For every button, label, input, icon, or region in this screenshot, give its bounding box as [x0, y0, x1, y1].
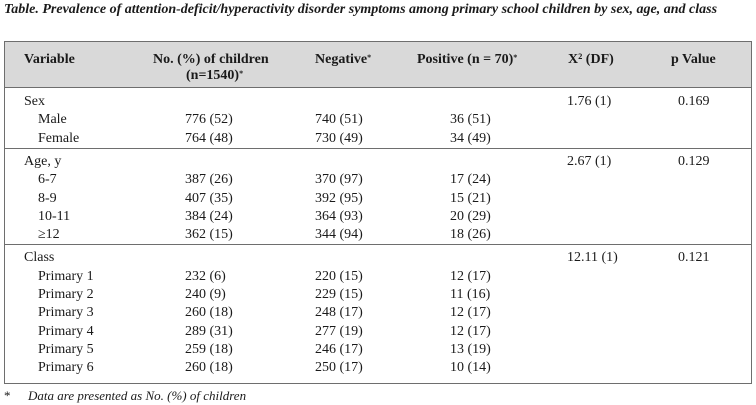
footnote-marker: * — [4, 388, 11, 403]
children-count-cell: 362 (15) — [185, 227, 233, 243]
p-value: 0.129 — [678, 153, 710, 169]
row-label: Primary 2 — [38, 287, 94, 302]
positive-cell: 12 (17) — [450, 268, 491, 284]
p-value: 0.169 — [678, 94, 710, 109]
row-label: Primary 6 — [38, 360, 94, 376]
positive-cell: 12 (17) — [450, 305, 491, 321]
children-count-cell: 259 (18) — [185, 341, 233, 357]
negative-cell: 250 (17) — [315, 360, 363, 376]
positive-cell: 11 (16) — [450, 287, 491, 302]
data-table: Variable No. (%) of children (n=1540)* N… — [4, 41, 752, 384]
table-footnote: * Data are presented as No. (%) of childr… — [4, 388, 246, 404]
group-label: Sex — [24, 94, 45, 109]
group-label: Age, y — [24, 153, 62, 169]
children-count-cell: 260 (18) — [185, 305, 233, 321]
footnote-text: Data are presented as No. (%) of childre… — [28, 388, 247, 403]
positive-cell: 18 (26) — [450, 227, 491, 243]
negative-cell: 364 (93) — [315, 208, 363, 224]
group-separator — [5, 147, 751, 149]
table-header-row: Variable No. (%) of children (n=1540)* N… — [5, 42, 751, 88]
row-label: Primary 5 — [38, 341, 94, 357]
negative-cell: 730 (49) — [315, 130, 363, 146]
chi-square-value: 2.67 (1) — [567, 153, 612, 169]
chi-square-value: 12.11 (1) — [567, 250, 618, 266]
row-label: ≥12 — [38, 227, 60, 243]
row-label: 6-7 — [38, 172, 57, 188]
children-count-cell: 384 (24) — [185, 208, 233, 224]
positive-cell: 36 (51) — [450, 112, 491, 128]
row-label: Primary 4 — [38, 323, 94, 339]
row-label: 10-11 — [38, 208, 71, 224]
children-count-cell: 764 (48) — [185, 130, 233, 146]
positive-cell: 12 (17) — [450, 323, 491, 339]
table-caption: Table. Prevalence of attention-deficit/h… — [4, 2, 718, 17]
row-label: Primary 3 — [38, 305, 94, 321]
header-negative: Negative* — [315, 52, 372, 67]
negative-cell: 229 (15) — [315, 287, 363, 302]
row-label: 8-9 — [38, 190, 57, 206]
row-label: Female — [38, 130, 80, 146]
header-positive: Positive (n = 70)* — [417, 52, 518, 67]
negative-cell: 370 (97) — [315, 172, 363, 188]
children-count-cell: 776 (52) — [185, 112, 233, 128]
children-count-cell: 289 (31) — [185, 323, 233, 339]
group-label: Class — [24, 250, 55, 266]
children-count-cell: 232 (6) — [185, 268, 226, 284]
positive-cell: 13 (19) — [450, 341, 491, 357]
children-count-cell: 387 (26) — [185, 172, 233, 188]
negative-cell: 246 (17) — [315, 341, 363, 357]
positive-cell: 17 (24) — [450, 172, 491, 188]
positive-cell: 10 (14) — [450, 360, 491, 376]
negative-cell: 220 (15) — [315, 268, 363, 284]
header-children-count: No. (%) of children — [153, 52, 269, 67]
children-count-cell: 240 (9) — [185, 287, 226, 302]
negative-cell: 392 (95) — [315, 190, 363, 206]
negative-cell: 740 (51) — [315, 112, 363, 128]
positive-cell: 15 (21) — [450, 190, 491, 206]
chi-square-value: 1.76 (1) — [567, 94, 612, 109]
header-children-total: (n=1540)* — [186, 68, 244, 83]
children-count-cell: 407 (35) — [185, 190, 233, 206]
p-value: 0.121 — [678, 250, 710, 266]
children-count-cell: 260 (18) — [185, 360, 233, 376]
row-label: Male — [38, 112, 67, 128]
positive-cell: 34 (49) — [450, 130, 491, 146]
group-separator — [5, 244, 751, 246]
header-variable: Variable — [24, 52, 75, 67]
negative-cell: 344 (94) — [315, 227, 363, 243]
header-chi-square: X² (DF) — [568, 52, 614, 67]
positive-cell: 20 (29) — [450, 208, 491, 224]
header-p-value: p Value — [671, 52, 716, 67]
row-label: Primary 1 — [38, 268, 94, 284]
negative-cell: 277 (19) — [315, 323, 363, 339]
negative-cell: 248 (17) — [315, 305, 363, 321]
